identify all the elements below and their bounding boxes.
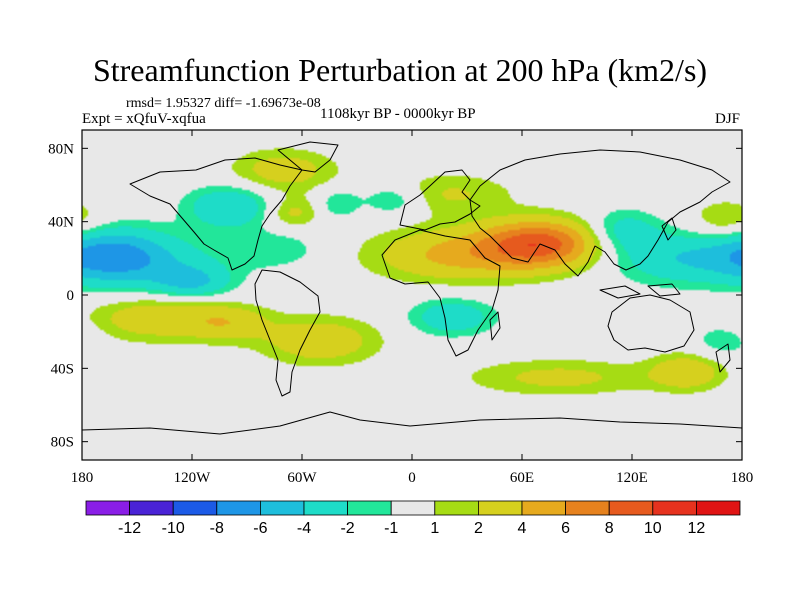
colorbar-label: -6	[253, 520, 267, 537]
colorbar-label: -12	[118, 520, 141, 537]
coastline-south-america	[254, 269, 321, 397]
colorbar-label: -10	[162, 520, 185, 537]
colorbar-label: 8	[605, 520, 614, 537]
colorbar-swatch	[521, 500, 566, 516]
colorbar-swatch	[565, 500, 610, 516]
x-tick-label: 180	[71, 470, 94, 486]
coastline-asia	[469, 149, 731, 277]
y-tick-label: 40N	[48, 215, 74, 231]
coastline-antarctica	[82, 411, 742, 435]
coastline-islands	[599, 283, 681, 299]
x-tick-label: 60W	[287, 470, 317, 486]
colorbar-swatch	[434, 500, 479, 516]
coastline-japan	[661, 217, 677, 241]
colorbar-swatch	[477, 500, 523, 516]
period-label: 1108kyr BP - 0000kyr BP	[320, 106, 476, 122]
colorbar-label: 4	[518, 520, 527, 537]
coastline-europe	[399, 169, 481, 231]
experiment-label: Expt = xQfuV-xqfua	[82, 111, 206, 127]
coastline-new-zealand	[715, 343, 731, 373]
season-label: DJF	[714, 111, 740, 127]
colorbar-swatch	[608, 500, 654, 516]
coastlines	[82, 141, 742, 435]
x-tick-label: 120W	[174, 470, 212, 486]
y-tick-label: 0	[67, 288, 75, 304]
colorbar-label: -1	[384, 520, 398, 537]
x-tick-label: 0	[408, 470, 416, 486]
colorbar-label: -8	[210, 520, 224, 537]
x-tick-label: 120E	[616, 470, 648, 486]
coastline-greenland	[277, 141, 339, 173]
rmsd-diff-stats: rmsd= 1.95327 diff= -1.69673e-08	[126, 96, 321, 111]
colorbar-label: -4	[297, 520, 311, 537]
chart-title: Streamfunction Perturbation at 200 hPa (…	[92, 52, 708, 88]
y-tick-label: 80N	[48, 141, 74, 157]
colorbar-swatch	[129, 500, 174, 516]
colorbar-label: 12	[688, 520, 706, 537]
colorbar-label: 6	[561, 520, 570, 537]
coastline-north-america	[129, 157, 303, 271]
perturbation-field	[82, 130, 742, 460]
colorbar-swatch	[696, 500, 741, 516]
colorbar-swatch	[347, 500, 392, 516]
y-tick-label: 40S	[51, 361, 74, 377]
coastline-madagascar	[489, 311, 501, 341]
x-tick-label: 60E	[510, 470, 534, 486]
colorbar: -12 -10 -8 -6 -4 -2 -1 1 2 4 6 8 10 12	[85, 500, 741, 537]
axis-ticks: 180 120W 60W 0 60E 120E 180 80N 40N 0 40S 80S	[48, 130, 753, 486]
y-tick-label: 80S	[51, 435, 74, 451]
colorbar-swatch	[259, 500, 305, 516]
coastline-africa	[381, 229, 501, 357]
colorbar-swatch	[652, 500, 697, 516]
colorbar-label: 1	[430, 520, 439, 537]
colorbar-swatch	[216, 500, 261, 516]
colorbar-label: 10	[644, 520, 662, 537]
x-tick-label: 180	[731, 470, 754, 486]
colorbar-label: -2	[340, 520, 354, 537]
coastline-australia	[607, 294, 695, 353]
colorbar-swatch	[85, 500, 130, 516]
colorbar-label: 2	[474, 520, 483, 537]
colorbar-swatch	[172, 500, 218, 516]
colorbar-swatch	[390, 500, 436, 516]
colorbar-swatch	[303, 500, 348, 516]
